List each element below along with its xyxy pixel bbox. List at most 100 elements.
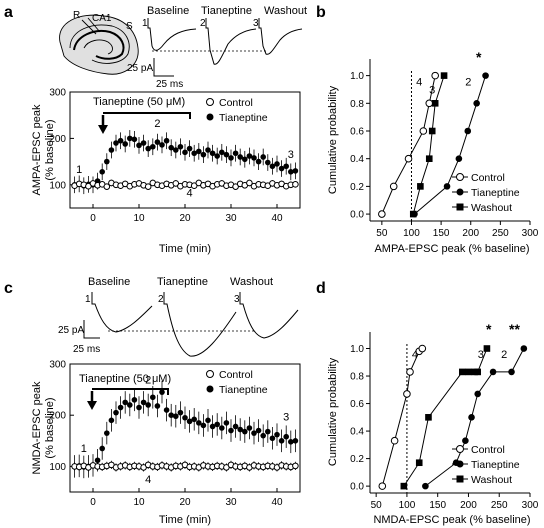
x-tick-label: 20 — [179, 497, 191, 508]
washout-marker — [474, 368, 481, 376]
significance-star: * — [476, 49, 482, 65]
trace-number-2: 2 — [200, 18, 206, 29]
tianeptine-marker — [117, 137, 124, 144]
tianeptine-marker — [117, 404, 124, 411]
line-annotation: 3 — [429, 85, 435, 97]
x-tick-label: 150 — [433, 228, 450, 239]
tianeptine-marker — [206, 385, 214, 393]
point-annotation: 4 — [187, 187, 193, 199]
tianeptine-marker — [283, 433, 290, 440]
control-marker — [390, 436, 399, 445]
panel-c-drug-bar: Tianeptine (50 μM) — [79, 373, 171, 410]
y-tick-label: 200 — [49, 411, 66, 422]
tianeptine-marker — [108, 417, 115, 424]
tianeptine-marker — [94, 457, 101, 464]
tianeptine-marker — [223, 151, 230, 158]
trace-number-1: 1 — [142, 18, 148, 29]
point-annotation: 4 — [145, 474, 151, 486]
tianeptine-marker — [154, 403, 161, 409]
tianeptine-marker — [219, 425, 225, 431]
tianeptine-marker — [200, 422, 207, 429]
point-annotation: 1 — [81, 443, 87, 455]
control-marker — [389, 182, 398, 191]
legend-label: Tianeptine — [471, 187, 520, 199]
drug-arrow-head — [98, 125, 108, 134]
ampa-time-course-chart: 100 200 300 0 10 20 30 40 Time (min) AMPA-EPSC pe… — [31, 88, 301, 255]
y-tick-label: 0.4 — [350, 154, 364, 165]
x-tick-label: 200 — [460, 500, 477, 511]
drug-label: Tianeptine (50 μM) — [93, 96, 185, 108]
trace-number-3: 3 — [253, 18, 259, 29]
tianeptine-marker — [205, 147, 211, 153]
tianeptine-marker — [209, 150, 216, 157]
control-marker — [246, 179, 253, 187]
nmda-trace-baseline — [91, 292, 153, 333]
x-tick-label: 300 — [522, 228, 539, 239]
line-annotation: 2 — [501, 349, 507, 361]
washout-marker — [431, 100, 439, 107]
tianeptine-marker — [508, 368, 515, 376]
trace-number-2: 2 — [158, 294, 164, 305]
tianeptine-marker — [474, 390, 481, 398]
tianeptine-marker — [145, 402, 151, 408]
y-tick-label: 100 — [49, 462, 66, 473]
nmda-time-course-chart: 100 200 300 0 10 20 30 40 Time (min) NMDA-EPSC pe… — [31, 360, 301, 526]
washout-marker — [440, 72, 448, 79]
washout-marker — [417, 183, 424, 190]
x-axis-label: Time (min) — [159, 243, 211, 255]
control-marker — [144, 183, 152, 190]
trace-number-1: 1 — [85, 294, 91, 305]
tianeptine-marker — [242, 428, 248, 435]
tianeptine-marker — [214, 153, 220, 159]
tianeptine-marker — [228, 427, 234, 434]
schematic-label-ca1: CA1 — [92, 13, 112, 24]
scale-bar — [83, 320, 100, 339]
scale-bar-x-label: 25 ms — [156, 79, 183, 90]
tianeptine-marker — [265, 428, 271, 435]
scale-bar-y-label: 25 pA — [127, 63, 153, 74]
tianeptine-marker — [269, 435, 276, 442]
washout-marker — [483, 345, 491, 352]
x-tick-label: 10 — [133, 213, 145, 224]
legend-label: Tianeptine — [219, 112, 268, 124]
trace-number-3: 3 — [234, 294, 240, 305]
control-marker — [190, 182, 198, 190]
control-marker — [172, 180, 180, 187]
panel-d-label: d — [316, 280, 326, 297]
panel-a-drug-bar: Tianeptine (50 μM) — [93, 96, 191, 134]
line-annotation: 4 — [412, 349, 418, 361]
y-tick-label: 0.4 — [350, 427, 364, 438]
tianeptine-marker — [196, 148, 202, 155]
line-annotation: 4 — [416, 76, 422, 88]
tianeptine-marker — [214, 421, 220, 428]
y-axis-label: AMPA-EPSC peak(% baseline) — [31, 104, 56, 195]
washout-marker — [459, 368, 466, 376]
tianeptine-marker — [292, 168, 299, 174]
washout-marker — [425, 414, 432, 421]
trace-title-washout: Washout — [230, 276, 273, 288]
tianeptine-marker — [265, 159, 271, 166]
tianeptine-marker — [145, 145, 151, 152]
point-annotation: 2 — [154, 118, 160, 130]
tianeptine-marker — [242, 156, 248, 163]
x-tick-label: 10 — [133, 497, 145, 508]
tianeptine-marker — [473, 100, 480, 107]
tianeptine-marker — [191, 150, 197, 157]
x-tick-label: 250 — [491, 500, 508, 511]
x-tick-label: 50 — [371, 500, 383, 511]
schematic-label-r: R — [73, 10, 80, 21]
tianeptine-marker — [200, 151, 207, 158]
control-marker — [425, 99, 434, 108]
tianeptine-marker — [237, 426, 243, 433]
tianeptine-marker — [136, 142, 142, 149]
scale-bar — [153, 58, 174, 77]
control-marker — [456, 445, 464, 453]
point-annotation: 1 — [76, 164, 82, 176]
x-tick-label: 40 — [271, 213, 283, 224]
legend-label: Control — [219, 369, 253, 381]
washout-marker — [456, 203, 464, 211]
tianeptine-marker — [260, 432, 267, 439]
tianeptine-marker — [237, 154, 243, 160]
y-axis-label: Cumulative probability — [327, 85, 339, 194]
tianeptine-marker — [246, 153, 253, 159]
